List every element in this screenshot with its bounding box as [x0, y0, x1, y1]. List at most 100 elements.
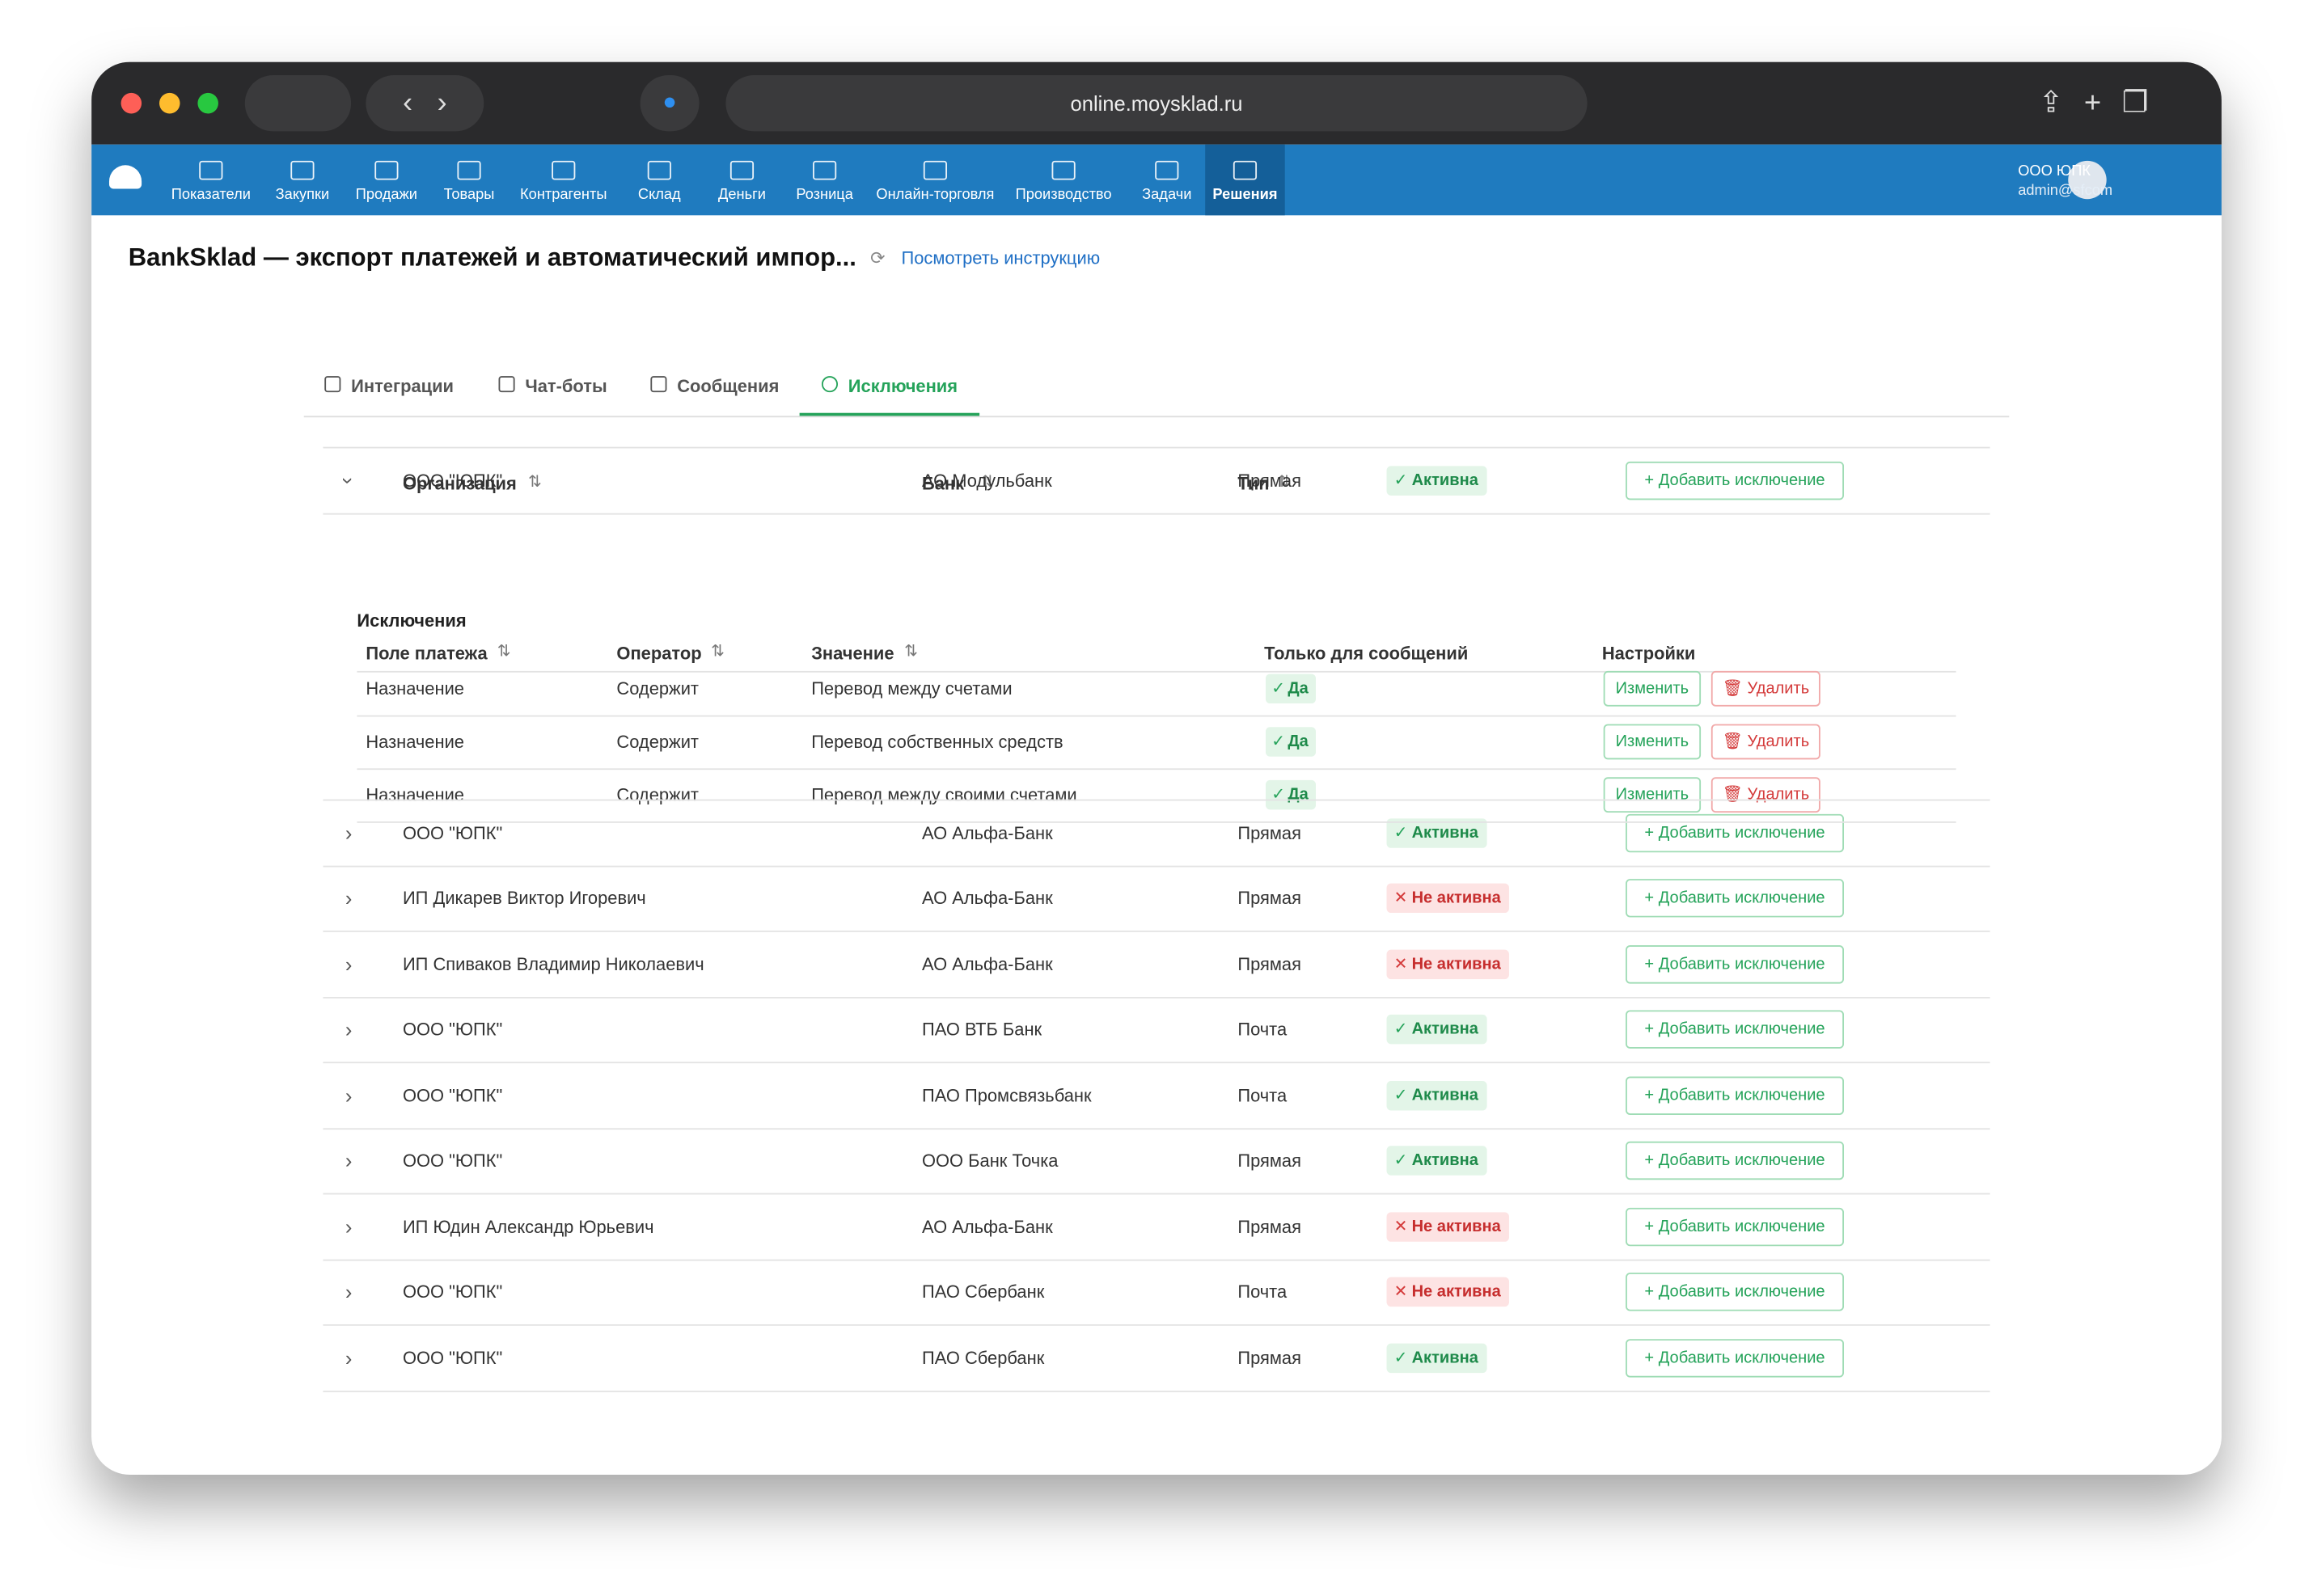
minimize[interactable]: [159, 92, 180, 114]
value: Перевод между счетами: [811, 678, 1013, 699]
expand-chevron[interactable]: ›: [345, 1148, 353, 1173]
avatar[interactable]: [2068, 160, 2107, 200]
org: ООО "ЮПК": [402, 1348, 503, 1369]
add-exception-button[interactable]: + Добавить исключение: [1626, 1076, 1844, 1115]
edit-button[interactable]: Изменить: [1603, 670, 1702, 707]
edit-button[interactable]: Изменить: [1603, 724, 1702, 760]
sub-header: Значение: [811, 643, 894, 664]
nav-icon: [290, 160, 315, 180]
add-exception-button[interactable]: + Добавить исключение: [1626, 461, 1844, 500]
delete-button[interactable]: 🗑 Удалить: [1710, 777, 1820, 813]
sub-header: Поле платежа: [366, 643, 488, 664]
status-badge: ✓ Активна: [1386, 818, 1487, 848]
expand-chevron[interactable]: ›: [345, 1083, 353, 1108]
row-divider: [357, 821, 1956, 823]
type: Прямая: [1237, 822, 1301, 844]
type: Почта: [1237, 1085, 1288, 1106]
status: Активна: [1411, 1151, 1478, 1170]
bank: АО Модульбанк: [922, 470, 1052, 492]
row-divider: [323, 930, 1990, 932]
status: Не активна: [1411, 1218, 1501, 1236]
bank: ПАО Сбербанк: [922, 1348, 1045, 1369]
expand-chevron[interactable]: ›: [345, 952, 353, 977]
tabs-line: [303, 416, 2010, 418]
status: Активна: [1411, 1020, 1478, 1039]
instruction-link[interactable]: Посмотреть инструкцию: [901, 247, 1101, 268]
add-exception-button[interactable]: + Добавить исключение: [1626, 1141, 1844, 1180]
add-exception-label: Добавить исключение: [1658, 889, 1825, 907]
add-exception-button[interactable]: + Добавить исключение: [1626, 879, 1844, 918]
status-icon: ✓: [1393, 1151, 1408, 1170]
logo[interactable]: [108, 165, 142, 189]
operator: Содержит: [616, 678, 699, 699]
field: Назначение: [366, 731, 464, 753]
nav-icon: [729, 160, 755, 180]
expand-chevron[interactable]: ›: [345, 821, 353, 846]
column-header[interactable]: Банк: [922, 473, 965, 495]
row-divider: [323, 1193, 1990, 1195]
column-header[interactable]: Организация: [402, 473, 517, 495]
row-divider: [323, 1062, 1990, 1064]
org: ООО "ЮПК": [402, 1281, 503, 1303]
add-exception-button[interactable]: + Добавить исключение: [1626, 945, 1844, 984]
status-badge: ✓ Активна: [1386, 1080, 1487, 1111]
add-exception-button[interactable]: + Добавить исключение: [1626, 1339, 1844, 1378]
sidebar-button[interactable]: [244, 75, 352, 132]
type: Прямая: [1237, 1150, 1301, 1172]
status-badge: ✓ Активна: [1386, 466, 1487, 496]
exceptions-title: Исключения: [357, 610, 467, 631]
type: Почта: [1237, 1281, 1288, 1303]
only: Да: [1288, 786, 1309, 804]
expand-chevron[interactable]: ›: [336, 477, 361, 484]
close[interactable]: [121, 92, 142, 114]
expand-chevron[interactable]: ›: [345, 1346, 353, 1370]
status-icon: ✓: [1393, 1020, 1408, 1039]
add-exception-button[interactable]: + Добавить исключение: [1626, 813, 1844, 853]
delete-button[interactable]: 🗑 Удалить: [1710, 724, 1820, 760]
tab-icon: [324, 376, 341, 393]
add-exception-label: Добавить исключение: [1658, 1218, 1825, 1236]
expand-chevron[interactable]: ›: [345, 1214, 353, 1239]
nav-icon: [552, 160, 576, 180]
status-badge: ✕ Не активна: [1386, 883, 1510, 914]
expand-chevron[interactable]: ›: [345, 886, 353, 910]
bank: АО Альфа-Банк: [922, 888, 1053, 909]
status-badge: ✓ Активна: [1386, 1014, 1487, 1045]
add-exception-button[interactable]: + Добавить исключение: [1626, 1010, 1844, 1049]
url: online.moysklad.ru: [1070, 91, 1243, 116]
user-name: ООО ЮПК: [2018, 163, 2091, 180]
tab[interactable]: Исключения: [848, 376, 958, 397]
org: ООО "ЮПК": [402, 1150, 503, 1172]
nav-icon: [813, 160, 837, 180]
tab[interactable]: Чат-боты: [525, 376, 607, 397]
status: Активна: [1411, 824, 1478, 842]
org: ООО "ЮПК": [402, 470, 503, 492]
add-exception-label: Добавить исключение: [1658, 1087, 1825, 1105]
row-divider: [323, 1128, 1990, 1130]
status-icon: ✓: [1393, 1087, 1408, 1105]
add-exception-button[interactable]: + Добавить исключение: [1626, 1273, 1844, 1311]
tab[interactable]: Сообщения: [677, 376, 780, 397]
maximize[interactable]: [197, 92, 218, 114]
add-exception-button[interactable]: + Добавить исключение: [1626, 1207, 1844, 1247]
yes-badge: ✓ Да: [1265, 673, 1316, 704]
only: Да: [1288, 679, 1309, 698]
status-badge: ✓ Активна: [1386, 1343, 1487, 1374]
status-badge: ✕ Не активна: [1386, 1212, 1510, 1242]
expand-chevron[interactable]: ›: [345, 1280, 353, 1304]
address-bar[interactable]: online.moysklad.ru: [725, 75, 1588, 132]
expand-chevron[interactable]: ›: [345, 1017, 353, 1041]
bank: ООО Банк Точка: [922, 1150, 1059, 1172]
edit-button[interactable]: Изменить: [1603, 777, 1702, 813]
tab-icon: [650, 376, 667, 393]
nav-label: Онлайн-торговля: [876, 187, 995, 204]
column-header[interactable]: Тип: [1237, 473, 1270, 495]
tab[interactable]: Интеграции: [351, 376, 454, 397]
toolbar-actions[interactable]: ⇪+❐: [2038, 87, 2169, 120]
field: Назначение: [366, 784, 464, 805]
nav-buttons[interactable]: ‹ ›: [366, 75, 484, 132]
tab-icon: [498, 376, 515, 393]
app-nav: ООО ЮПК admin@sfcom Показатели Закупки Про…: [91, 144, 2222, 216]
delete-button[interactable]: 🗑 Удалить: [1710, 670, 1820, 707]
password-button[interactable]: ●: [640, 75, 700, 132]
